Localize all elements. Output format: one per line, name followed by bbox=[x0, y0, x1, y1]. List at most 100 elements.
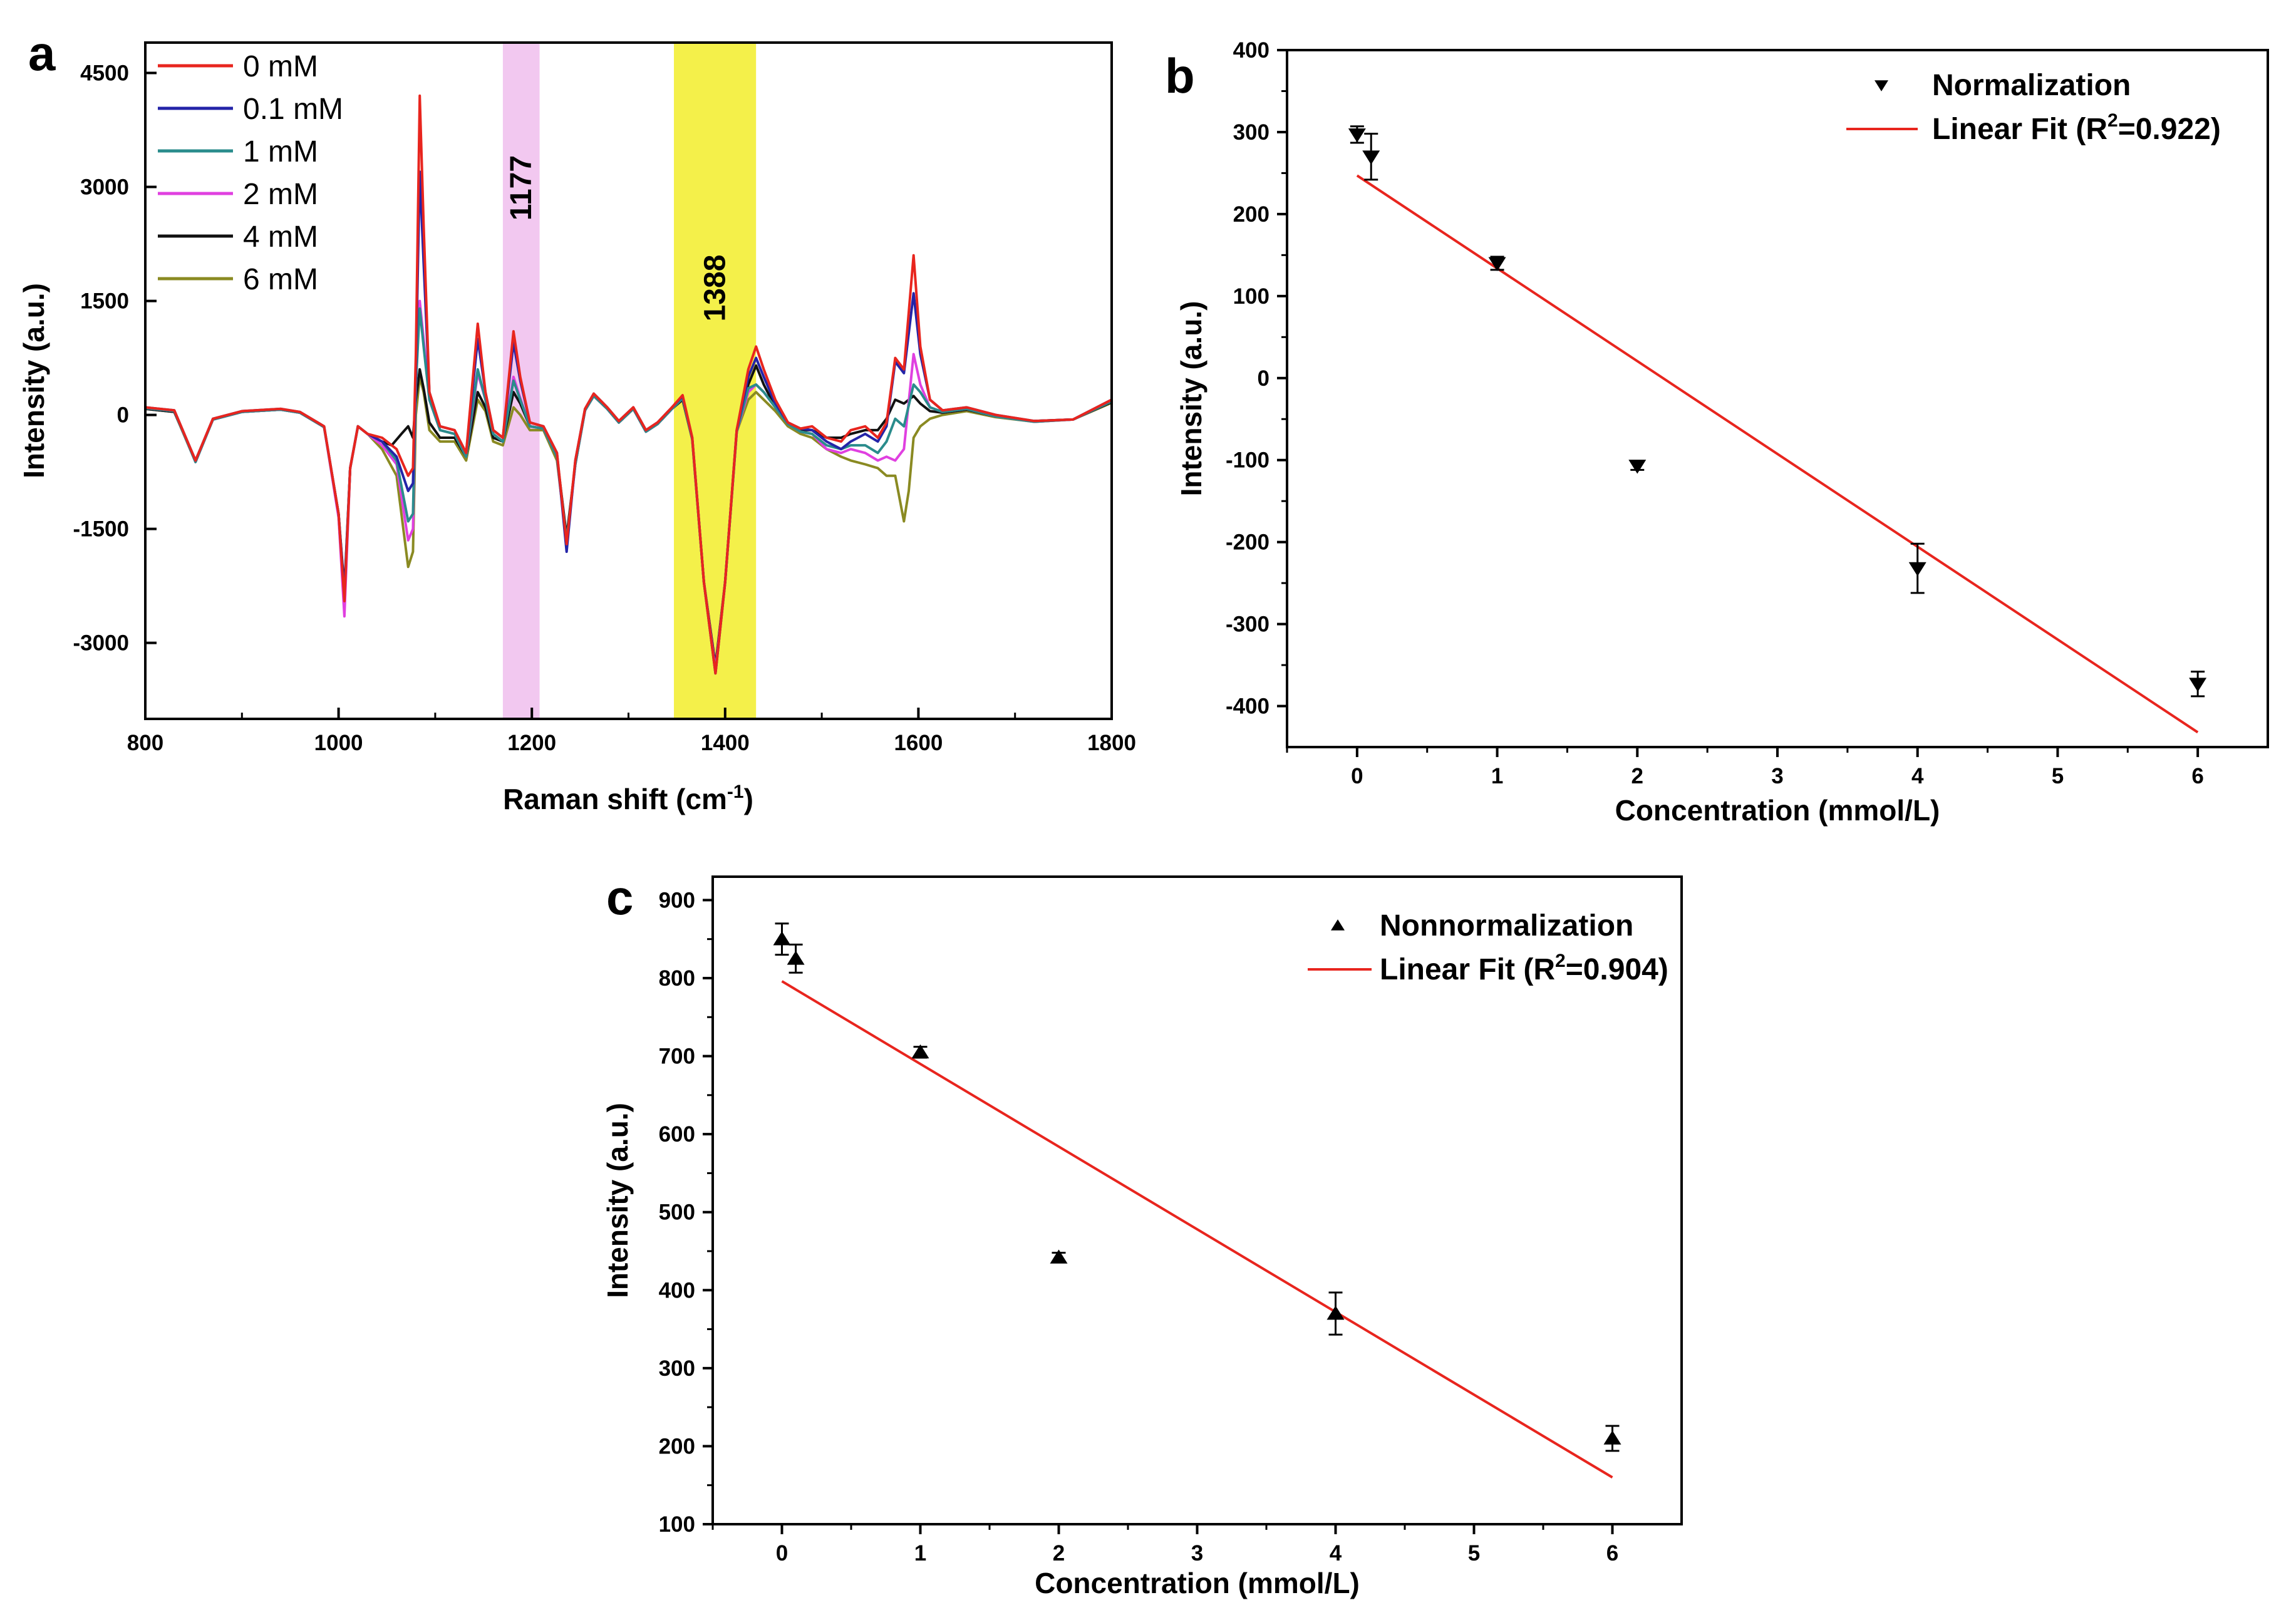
series-line-6-mM bbox=[145, 375, 1112, 671]
panel-a-x-axis-label-close: ) bbox=[744, 783, 753, 815]
y-tick-label: 200 bbox=[659, 1434, 695, 1458]
panel-b: 0 1 2 3 4 5 6 400 300 200 100 0 -100 -200 -300 -400 Nor… bbox=[1165, 38, 2269, 827]
data-point bbox=[1050, 1249, 1068, 1264]
y-tick-label: 400 bbox=[1233, 38, 1270, 63]
data-point bbox=[911, 1044, 929, 1059]
x-tick-label: 2 bbox=[1632, 764, 1643, 788]
legend-fit-label-suffix: =0.904) bbox=[1566, 953, 1668, 986]
panel-a-x-axis-label-sup: -1 bbox=[727, 782, 744, 802]
data-point bbox=[1603, 1430, 1621, 1445]
panel-b-y-axis-label: Intensity (a.u.) bbox=[1175, 301, 1207, 497]
y-tick-label: 700 bbox=[659, 1045, 695, 1069]
panel-a-x-axis-label-main: Raman shift (cm bbox=[503, 783, 727, 815]
panel-c-x-axis-label: Concentration (mmol/L) bbox=[1035, 1567, 1360, 1599]
data-point bbox=[1628, 460, 1647, 474]
x-tick-label: 3 bbox=[1771, 764, 1783, 788]
x-tick-label: 1200 bbox=[507, 731, 556, 755]
y-tick-label: -1500 bbox=[73, 517, 129, 542]
series-line-1-mM bbox=[145, 307, 1112, 675]
panel-b-plot-frame bbox=[1286, 49, 2269, 748]
y-tick-label: 200 bbox=[1233, 202, 1270, 227]
y-tick-label: -3000 bbox=[73, 631, 129, 656]
legend-fit-label-suffix: =0.922) bbox=[2118, 113, 2221, 146]
legend-label: 1 mM bbox=[243, 135, 318, 168]
legend-label: 4 mM bbox=[243, 220, 318, 254]
y-tick-label: 100 bbox=[1233, 284, 1270, 309]
legend-points-label: Nonnormalization bbox=[1380, 909, 1633, 942]
y-tick-label: 3000 bbox=[80, 175, 129, 200]
y-tick-label: -300 bbox=[1226, 612, 1270, 637]
panel-c-linear-fit-line bbox=[781, 980, 1613, 1478]
x-tick-label: 4 bbox=[1911, 764, 1924, 788]
x-tick-label: 5 bbox=[2052, 764, 2064, 788]
legend-fit-label-sup: 2 bbox=[2107, 110, 2118, 131]
y-tick-label: 0 bbox=[117, 403, 129, 428]
data-point bbox=[1908, 562, 1926, 577]
x-tick-label: 1000 bbox=[314, 731, 363, 755]
y-tick-label: 0 bbox=[1258, 366, 1270, 391]
legend-points-label: Normalization bbox=[1932, 69, 2131, 102]
x-tick-label: 2 bbox=[1053, 1541, 1065, 1566]
y-tick-label: 900 bbox=[659, 888, 695, 912]
x-tick-label: 6 bbox=[1606, 1541, 1618, 1566]
data-point bbox=[787, 951, 805, 965]
legend-fit-label-prefix: Linear Fit (R bbox=[1380, 953, 1555, 986]
y-tick-label: 400 bbox=[659, 1278, 695, 1303]
y-tick-label: -200 bbox=[1226, 530, 1270, 555]
y-tick-label: 100 bbox=[659, 1512, 695, 1537]
band-label-1177: 1177 bbox=[505, 155, 538, 220]
data-point bbox=[1326, 1306, 1345, 1320]
panel-b-x-axis-label: Concentration (mmol/L) bbox=[1615, 794, 1940, 827]
x-tick-label: 1800 bbox=[1087, 731, 1136, 755]
y-tick-label: 600 bbox=[659, 1122, 695, 1147]
y-tick-label: -100 bbox=[1226, 448, 1270, 473]
x-tick-label: 1400 bbox=[701, 731, 750, 755]
x-tick-label: 0 bbox=[776, 1541, 788, 1566]
panel-c-y-axis-label: Intensity (a.u.) bbox=[601, 1103, 634, 1298]
x-tick-label: 800 bbox=[127, 731, 163, 755]
panel-a-y-axis-label: Intensity (a.u.) bbox=[18, 283, 50, 478]
y-tick-label: 800 bbox=[659, 966, 695, 991]
x-tick-label: 6 bbox=[2191, 764, 2203, 788]
x-tick-label: 3 bbox=[1191, 1541, 1203, 1566]
panel-a-x-axis-label: Raman shift (cm-1) bbox=[503, 782, 753, 815]
panel-a: 1177 1388 800 1000 1200 1400 1600 1800 -3000 -15… bbox=[18, 26, 1136, 815]
y-tick-label: 300 bbox=[659, 1356, 695, 1381]
y-tick-label: -400 bbox=[1226, 694, 1270, 719]
panel-b-label: b bbox=[1165, 48, 1195, 103]
x-tick-label: 0 bbox=[1351, 764, 1363, 788]
data-point bbox=[1362, 150, 1380, 165]
legend-label: 6 mM bbox=[243, 263, 318, 296]
x-tick-label: 5 bbox=[1468, 1541, 1480, 1566]
data-point bbox=[1348, 128, 1366, 143]
legend-label: 2 mM bbox=[243, 178, 318, 211]
x-tick-label: 1600 bbox=[894, 731, 943, 755]
x-tick-label: 4 bbox=[1330, 1541, 1342, 1566]
data-point bbox=[1488, 257, 1506, 272]
data-point bbox=[773, 931, 791, 946]
series-line-0-mM bbox=[145, 94, 1112, 675]
panel-b-linear-fit-line bbox=[1356, 174, 2199, 734]
x-tick-label: 1 bbox=[1491, 764, 1503, 788]
series-line-2-mM bbox=[145, 299, 1112, 671]
y-tick-label: 500 bbox=[659, 1200, 695, 1225]
x-tick-label: 1 bbox=[914, 1541, 926, 1566]
legend-fit-label: Linear Fit (R2=0.922) bbox=[1932, 110, 2221, 146]
legend-marker bbox=[1331, 919, 1345, 931]
y-tick-label: 1500 bbox=[80, 289, 129, 314]
band-label-1388: 1388 bbox=[699, 255, 732, 322]
legend-marker bbox=[1875, 80, 1888, 91]
y-tick-label: 300 bbox=[1233, 120, 1270, 145]
legend-label: 0 mM bbox=[243, 50, 318, 83]
legend-label: 0.1 mM bbox=[243, 93, 343, 126]
panel-a-label: a bbox=[28, 26, 56, 81]
legend-fit-label: Linear Fit (R2=0.904) bbox=[1380, 951, 1668, 986]
highlight-band-1388 bbox=[674, 43, 757, 719]
data-point bbox=[2189, 678, 2207, 692]
y-tick-label: 4500 bbox=[80, 61, 129, 86]
panel-c: 0 1 2 3 4 5 6 900 800 700 600 500 400 300 200 100 Nonno… bbox=[601, 870, 1683, 1599]
legend-fit-label-prefix: Linear Fit (R bbox=[1932, 113, 2107, 146]
panel-c-label: c bbox=[606, 870, 633, 925]
legend-fit-label-sup: 2 bbox=[1555, 951, 1566, 971]
